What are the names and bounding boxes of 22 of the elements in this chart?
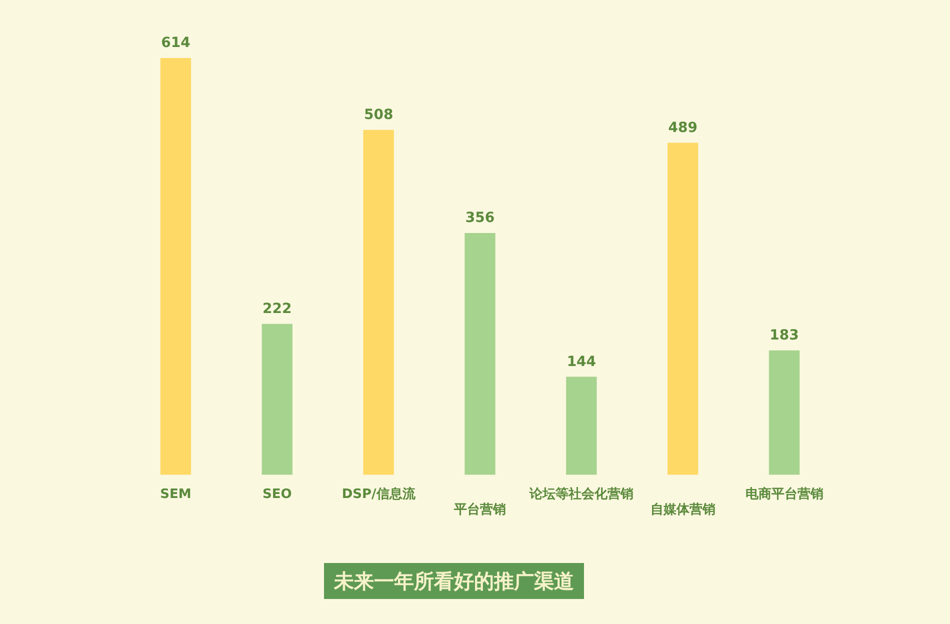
x-tick-label: SEO — [262, 486, 292, 502]
x-tick-label: 平台营销 — [453, 502, 506, 518]
bar — [160, 58, 192, 475]
bar — [262, 324, 292, 475]
data-label: 183 — [770, 327, 799, 344]
x-tick-label: 电商平台营销 — [745, 486, 824, 502]
bar — [668, 142, 698, 475]
data-label: 144 — [566, 354, 596, 370]
data-label: 614 — [161, 34, 191, 51]
data-label: 356 — [465, 210, 495, 226]
bar — [464, 233, 496, 475]
bar — [768, 350, 800, 475]
bar — [363, 130, 394, 475]
bar — [566, 376, 597, 475]
x-tick-label: DSP/信息流 — [342, 486, 416, 502]
x-tick-label: SEM — [160, 486, 192, 502]
x-tick-label: 自媒体营销 — [650, 502, 716, 518]
data-label: 508 — [364, 106, 394, 123]
x-tick-label: 论坛等社会化营销 — [528, 486, 634, 502]
text: 未来一年所看好的推广渠道 — [324, 563, 584, 599]
data-label: 222 — [262, 300, 292, 317]
data-label: 489 — [668, 120, 698, 136]
